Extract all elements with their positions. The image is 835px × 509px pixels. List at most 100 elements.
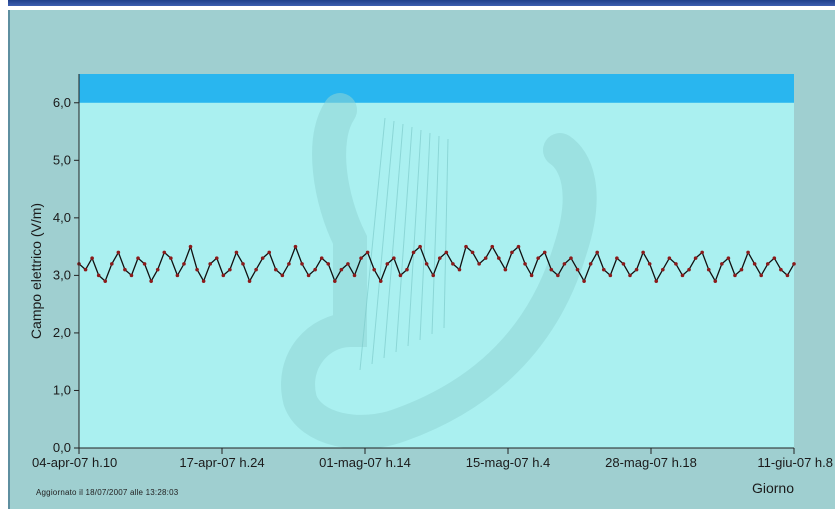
x-tick-label: 11-giu-07 h.8 [757, 455, 833, 470]
data-point [116, 250, 121, 255]
data-point [169, 256, 173, 260]
data-point [582, 279, 586, 283]
data-point [752, 262, 757, 266]
data-point [365, 250, 370, 255]
data-point [772, 256, 777, 260]
data-point [241, 262, 245, 266]
data-point [136, 256, 140, 260]
data-point [385, 262, 390, 266]
data-point [483, 256, 488, 260]
data-point [765, 262, 770, 266]
data-point [103, 279, 108, 283]
data-point [287, 262, 291, 266]
data-point [313, 267, 317, 272]
data-point [680, 273, 685, 278]
data-point [654, 279, 659, 283]
harp-string [359, 117, 386, 371]
data-point [785, 273, 790, 278]
data-point [188, 244, 193, 249]
data-point [392, 256, 396, 260]
data-point [306, 273, 311, 278]
data-point [260, 256, 265, 260]
data-point [726, 256, 731, 260]
x-axis-title: Giorno [752, 480, 794, 496]
y-tick-label: 0,0 [53, 440, 71, 455]
data-point [326, 262, 331, 266]
data-point [792, 262, 796, 266]
data-point [451, 262, 455, 266]
data-point [556, 273, 560, 278]
data-point [319, 256, 324, 260]
data-point [123, 267, 127, 272]
data-point [588, 262, 593, 266]
data-point [437, 256, 442, 260]
data-point [746, 250, 750, 255]
data-point [208, 262, 212, 266]
data-point [96, 273, 101, 278]
data-point [378, 279, 383, 283]
data-point [464, 244, 468, 249]
data-point [273, 267, 278, 272]
x-tick-label: 01-mag-07 h.14 [319, 455, 411, 470]
x-tick-label: 17-apr-07 h.24 [179, 455, 264, 470]
data-point [339, 267, 344, 272]
data-point [759, 273, 764, 278]
data-point [214, 256, 219, 260]
data-point [90, 256, 94, 260]
data-point [536, 256, 540, 260]
data-point [175, 273, 180, 278]
harp-string [443, 138, 449, 329]
data-point [575, 267, 580, 272]
data-point [333, 279, 337, 283]
y-tick-label: 3,0 [53, 267, 71, 282]
data-point [700, 250, 704, 255]
data-point [247, 279, 252, 283]
data-point [155, 267, 160, 272]
data-point [195, 267, 199, 272]
data-point [405, 267, 409, 272]
data-point [542, 250, 547, 255]
data-point [720, 262, 724, 266]
data-point [674, 262, 678, 266]
data-point [162, 250, 167, 255]
window-top-bar [8, 0, 835, 6]
data-point [424, 262, 429, 266]
x-tick-label: 15-mag-07 h.4 [466, 455, 551, 470]
harp-string [407, 129, 422, 347]
data-point [601, 267, 606, 272]
data-point [457, 267, 462, 272]
harp-watermark [281, 93, 597, 449]
data-point [713, 279, 718, 283]
harp-string [383, 123, 404, 359]
data-point [641, 250, 645, 255]
data-point [608, 273, 613, 278]
data-point [221, 273, 226, 278]
y-tick-label: 6,0 [53, 95, 71, 110]
data-point [733, 273, 737, 278]
data-point [267, 250, 272, 255]
data-point [503, 267, 508, 272]
data-point [346, 262, 350, 266]
data-point [109, 262, 114, 266]
data-point [477, 262, 481, 266]
data-point [444, 250, 449, 255]
data-point [687, 267, 691, 272]
data-point [280, 273, 285, 278]
data-point [228, 267, 232, 272]
data-point [411, 250, 416, 255]
data-point [667, 256, 672, 260]
threshold-band [79, 74, 794, 103]
data-point [490, 244, 495, 249]
y-tick-label: 5,0 [53, 152, 71, 167]
data-point [529, 273, 534, 278]
data-point [562, 262, 567, 266]
data-point [628, 273, 632, 278]
y-tick-label: 1,0 [53, 382, 71, 397]
data-point [523, 262, 527, 266]
data-point [398, 273, 403, 278]
x-tick-label: 28-mag-07 h.18 [605, 455, 697, 470]
data-point [293, 244, 298, 249]
data-point [706, 267, 711, 272]
